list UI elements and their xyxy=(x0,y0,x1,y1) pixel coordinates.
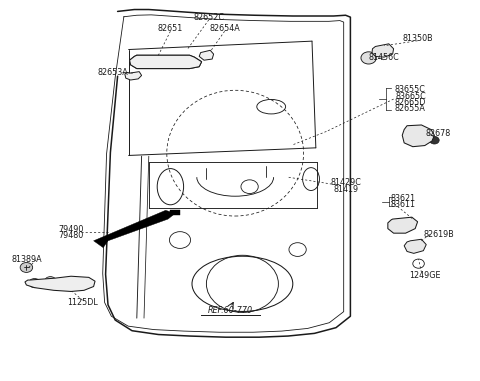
Text: 81419: 81419 xyxy=(333,185,358,194)
Text: 83611: 83611 xyxy=(391,200,416,209)
Text: 79490: 79490 xyxy=(59,225,84,234)
Text: 82678: 82678 xyxy=(425,129,450,138)
Polygon shape xyxy=(94,210,175,248)
Polygon shape xyxy=(372,44,394,57)
Circle shape xyxy=(45,277,56,286)
Circle shape xyxy=(20,263,33,272)
Circle shape xyxy=(361,52,376,64)
Text: 81456C: 81456C xyxy=(369,53,399,62)
Polygon shape xyxy=(25,276,95,291)
Circle shape xyxy=(29,279,40,288)
Polygon shape xyxy=(402,125,434,147)
Text: 1249GE: 1249GE xyxy=(409,271,441,280)
Text: 82652C: 82652C xyxy=(193,13,224,22)
Text: 83665C: 83665C xyxy=(395,91,426,101)
Text: 81389A: 81389A xyxy=(11,255,42,264)
Text: 83655C: 83655C xyxy=(395,85,426,94)
Polygon shape xyxy=(388,217,418,233)
Polygon shape xyxy=(199,50,214,60)
Text: 82651: 82651 xyxy=(158,24,183,33)
Polygon shape xyxy=(130,55,202,69)
Text: 79480: 79480 xyxy=(59,231,84,240)
Text: 82653A: 82653A xyxy=(97,68,128,77)
Text: 81429C: 81429C xyxy=(330,178,361,187)
Text: 82619B: 82619B xyxy=(424,230,455,239)
Circle shape xyxy=(430,136,439,144)
Polygon shape xyxy=(125,72,142,80)
Text: 83621: 83621 xyxy=(391,194,416,203)
Circle shape xyxy=(77,279,88,288)
Text: 82655A: 82655A xyxy=(395,104,426,114)
Text: 1125DL: 1125DL xyxy=(67,298,98,307)
Polygon shape xyxy=(170,210,180,215)
Text: REF.60-770: REF.60-770 xyxy=(208,306,253,315)
Text: 82654A: 82654A xyxy=(209,24,240,33)
Text: 82665D: 82665D xyxy=(395,98,426,107)
Polygon shape xyxy=(404,239,426,253)
Text: 81350B: 81350B xyxy=(402,34,433,43)
